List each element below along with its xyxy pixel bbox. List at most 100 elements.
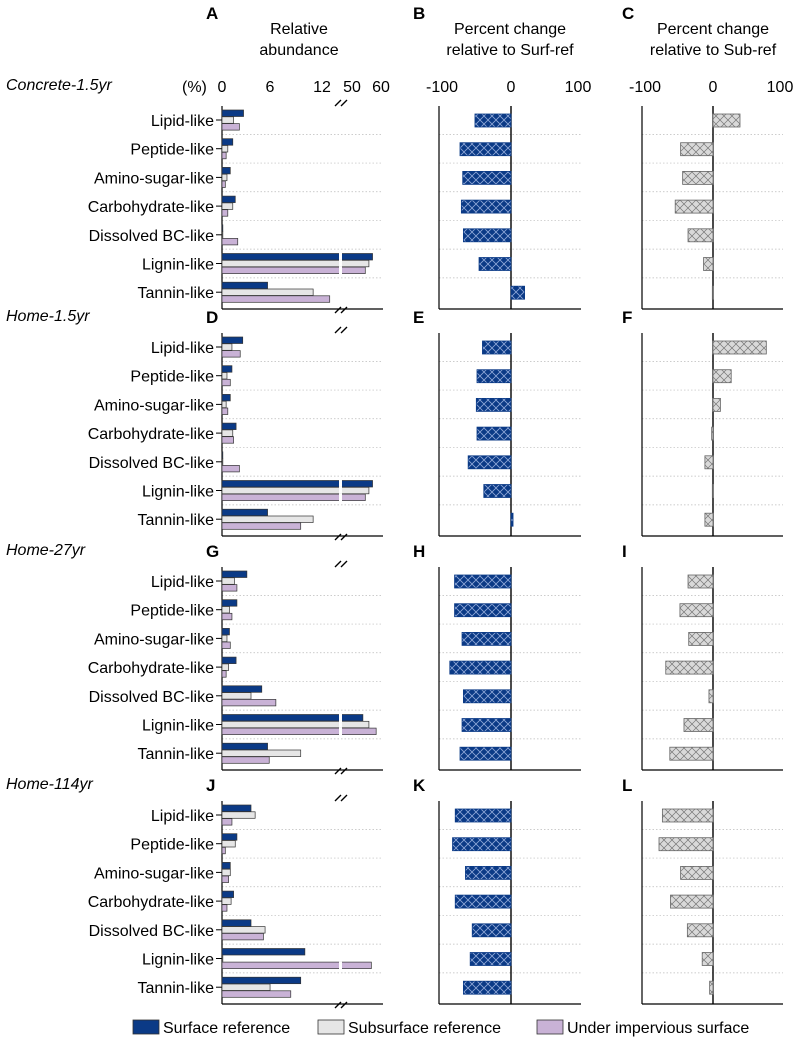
pct-surf-ref-bar <box>460 199 512 214</box>
pct-surf-ref-bar <box>510 285 526 300</box>
abundance-bar-subsurface <box>221 983 271 991</box>
abundance-bar-surface <box>221 508 268 517</box>
abundance-bar-impervious <box>221 670 227 678</box>
pct-sub-ref-bar <box>687 228 714 243</box>
panel-letter-B: B <box>413 4 425 23</box>
abundance-bar-impervious <box>221 151 227 160</box>
pct-surf-ref-bar <box>461 632 512 646</box>
header-sub-ref-line2: relative to Sub-ref <box>650 42 777 59</box>
category-label: Carbohydrate-like <box>88 199 214 216</box>
pct-sub-ref-bar <box>686 923 714 938</box>
abundance-bar-subsurface <box>221 372 228 380</box>
pct-surf-ref-bar <box>454 808 512 823</box>
pct-sub-ref-bar <box>680 866 714 880</box>
abundance-bar-impervious <box>221 436 234 444</box>
pct-surf-ref-bar <box>462 170 512 185</box>
axis-break-mark <box>334 767 348 775</box>
pct-sub-ref-bar <box>674 199 714 214</box>
abundance-bar-subsurface <box>221 173 228 182</box>
panel-letter-C: C <box>622 4 634 23</box>
abundance-bar-surface <box>221 890 234 898</box>
abundance-bar-surface <box>221 976 302 985</box>
abundance-bar-impervious <box>221 584 238 592</box>
category-label: Lignin-like <box>142 257 214 274</box>
category-label: Peptide-like <box>130 369 214 386</box>
category-label: Lipid-like <box>151 113 214 130</box>
category-label: Tannin-like <box>138 980 215 997</box>
abundance-bar-subsurface <box>221 343 233 351</box>
category-label: Amino-sugar-like <box>94 631 214 648</box>
abundance-bar-subsurface <box>221 634 228 643</box>
pct-sub-ref-bar <box>704 512 714 527</box>
pct-surf-ref-bar <box>510 512 514 527</box>
abundance-bar-impervious <box>221 209 229 217</box>
abundance-bar-surface <box>221 599 238 607</box>
category-label: Carbohydrate-like <box>88 894 214 911</box>
abundance-bar-impervious <box>221 465 240 473</box>
header-abundance-line1: Relative <box>270 21 328 38</box>
abundance-bar-subsurface <box>221 897 232 905</box>
pct-surf-ref-bar <box>459 142 512 157</box>
abundance-bar-surface <box>221 685 263 693</box>
legend-label-surface: Surface reference <box>163 1020 290 1037</box>
category-label: Amino-sugar-like <box>94 397 214 414</box>
category-label: Carbohydrate-like <box>88 660 214 677</box>
category-label: Dissolved BC-like <box>89 689 214 706</box>
category-label: Lipid-like <box>151 574 214 591</box>
panel-letter-I: I <box>622 542 627 561</box>
bar-break-gap <box>339 720 342 729</box>
bar-break-gap <box>339 266 342 275</box>
pct-surf-ref-bar <box>462 228 512 243</box>
abundance-bar-surface <box>221 804 252 812</box>
abundance-tick-0: 0 <box>218 79 227 96</box>
category-label: Amino-sugar-like <box>94 170 214 187</box>
pct-surf-ref-bar <box>478 257 512 271</box>
pct-sub-ref-bar <box>712 113 741 128</box>
pct-surf-ref-bar <box>469 952 512 966</box>
legend-label-impervious: Under impervious surface <box>567 1020 749 1037</box>
bar-break-gap <box>339 714 342 722</box>
row-title: Concrete-1.5yr <box>6 77 112 94</box>
pct-sub-ref-bar <box>711 426 714 441</box>
abundance-bar-impervious <box>221 266 366 274</box>
header-surf-ref-line1: Percent change <box>454 21 566 38</box>
legend-swatch-surface <box>132 1019 160 1035</box>
pct-sub-ref-bar <box>701 952 714 966</box>
abundance-bar-surface <box>221 253 373 261</box>
abundance-bar-subsurface <box>221 145 229 153</box>
legend-swatch-subsurface <box>317 1019 345 1035</box>
pct-surf-ref-bar <box>454 894 512 909</box>
pct-sub-ref-bar <box>688 632 714 646</box>
pct-surf-ref-bar <box>449 660 512 675</box>
panel-letter-D: D <box>206 308 218 327</box>
legend-label-subsurface: Subsurface reference <box>348 1020 501 1037</box>
abundance-bar-subsurface <box>221 868 231 877</box>
abundance-bar-surface <box>221 394 231 402</box>
abundance-bar-surface <box>221 109 244 117</box>
panel-letter-L: L <box>622 776 632 795</box>
pct-surf-ref-bar <box>474 113 512 128</box>
category-label: Lignin-like <box>142 718 214 735</box>
category-label: Carbohydrate-like <box>88 426 214 443</box>
legend: Surface reference Subsurface reference U… <box>132 1019 749 1037</box>
abundance-bar-surface <box>221 422 237 430</box>
pct-sub-ref-bar <box>703 257 714 271</box>
abundance-bar-subsurface <box>221 720 370 729</box>
abundance-bar-impervious <box>221 961 372 969</box>
abundance-bar-subsurface <box>221 663 229 671</box>
bar-break-gap <box>339 259 342 268</box>
header-abundance-line2: abundance <box>259 42 338 59</box>
abundance-bar-impervious <box>221 727 377 735</box>
pct-sub-ref-bar <box>711 484 714 498</box>
bar-break-gap <box>339 727 342 736</box>
pct-sub-ref-bar <box>711 285 714 300</box>
abundance-bar-subsurface <box>221 840 236 848</box>
abundance-bar-impervious <box>221 123 240 131</box>
pct-surf-tick-minus100: -100 <box>426 79 458 96</box>
abundance-bar-surface <box>221 919 252 927</box>
abundance-bar-surface <box>221 742 268 751</box>
category-label: Dissolved BC-like <box>89 228 214 245</box>
category-label: Lipid-like <box>151 340 214 357</box>
percent-unit-label: (%) <box>182 79 207 96</box>
axis-break-mark <box>334 99 348 107</box>
